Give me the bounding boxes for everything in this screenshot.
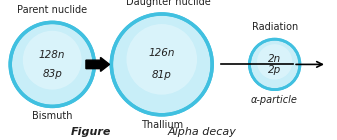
Circle shape [257, 44, 292, 80]
Circle shape [111, 14, 212, 115]
Text: Radiation: Radiation [251, 22, 298, 32]
Circle shape [23, 31, 82, 90]
Text: Thallium: Thallium [141, 120, 183, 130]
Text: α-particle: α-particle [251, 95, 298, 105]
Text: 83p: 83p [42, 69, 62, 79]
Text: Figure: Figure [71, 127, 111, 137]
Text: 81p: 81p [152, 70, 172, 80]
Text: 2n: 2n [268, 54, 281, 64]
Circle shape [126, 24, 197, 95]
Circle shape [10, 22, 94, 106]
Text: Alpha decay: Alpha decay [168, 127, 237, 137]
Text: Daughter nuclide: Daughter nuclide [126, 0, 211, 7]
Text: Bismuth: Bismuth [32, 111, 72, 121]
Text: 128n: 128n [39, 50, 65, 60]
Text: 126n: 126n [149, 48, 175, 58]
FancyArrow shape [86, 57, 110, 71]
Text: 2p: 2p [268, 65, 281, 75]
Circle shape [249, 39, 300, 90]
Text: Parent nuclide: Parent nuclide [17, 5, 87, 15]
